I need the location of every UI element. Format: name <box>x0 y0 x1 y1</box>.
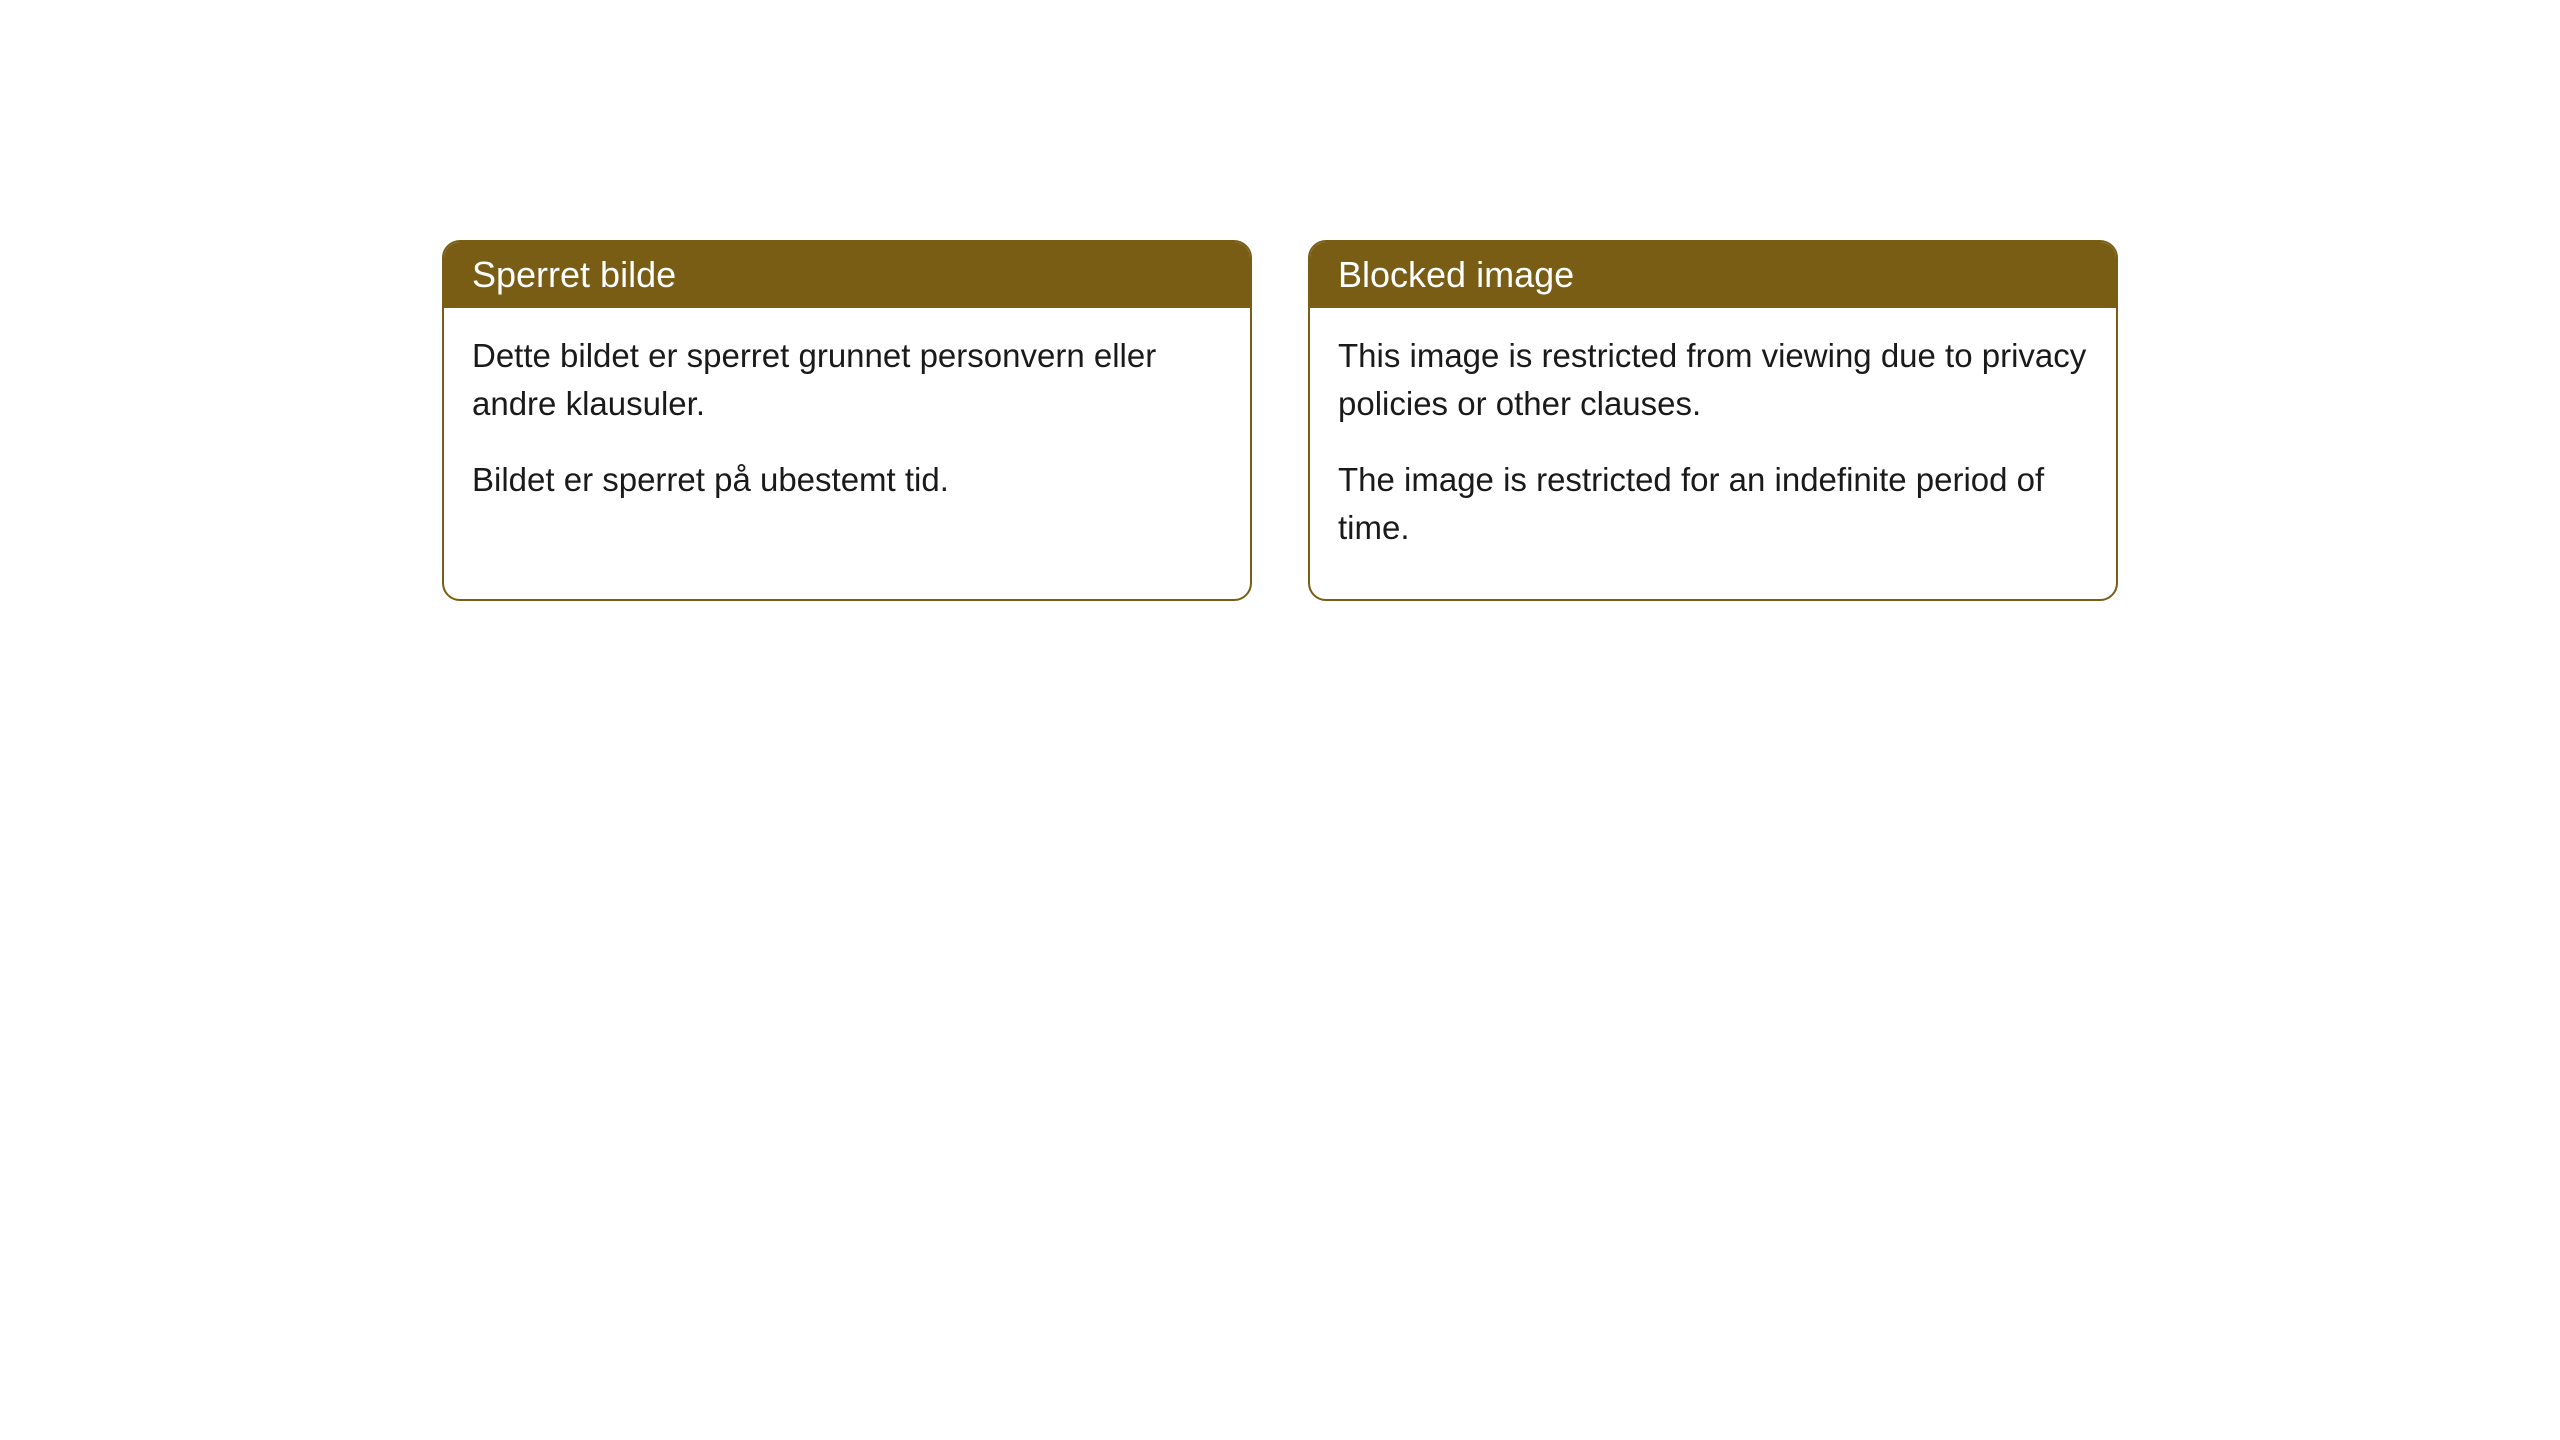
card-body-english: This image is restricted from viewing du… <box>1310 308 2116 599</box>
notice-card-english: Blocked image This image is restricted f… <box>1308 240 2118 601</box>
card-title-norwegian: Sperret bilde <box>472 254 676 295</box>
card-paragraph-2-english: The image is restricted for an indefinit… <box>1338 456 2088 552</box>
card-paragraph-2-norwegian: Bildet er sperret på ubestemt tid. <box>472 456 1222 504</box>
card-title-english: Blocked image <box>1338 254 1574 295</box>
card-body-norwegian: Dette bildet er sperret grunnet personve… <box>444 308 1250 552</box>
notice-container: Sperret bilde Dette bildet er sperret gr… <box>0 240 2560 601</box>
notice-card-norwegian: Sperret bilde Dette bildet er sperret gr… <box>442 240 1252 601</box>
card-paragraph-1-english: This image is restricted from viewing du… <box>1338 332 2088 428</box>
card-paragraph-1-norwegian: Dette bildet er sperret grunnet personve… <box>472 332 1222 428</box>
card-header-english: Blocked image <box>1310 242 2116 308</box>
card-header-norwegian: Sperret bilde <box>444 242 1250 308</box>
